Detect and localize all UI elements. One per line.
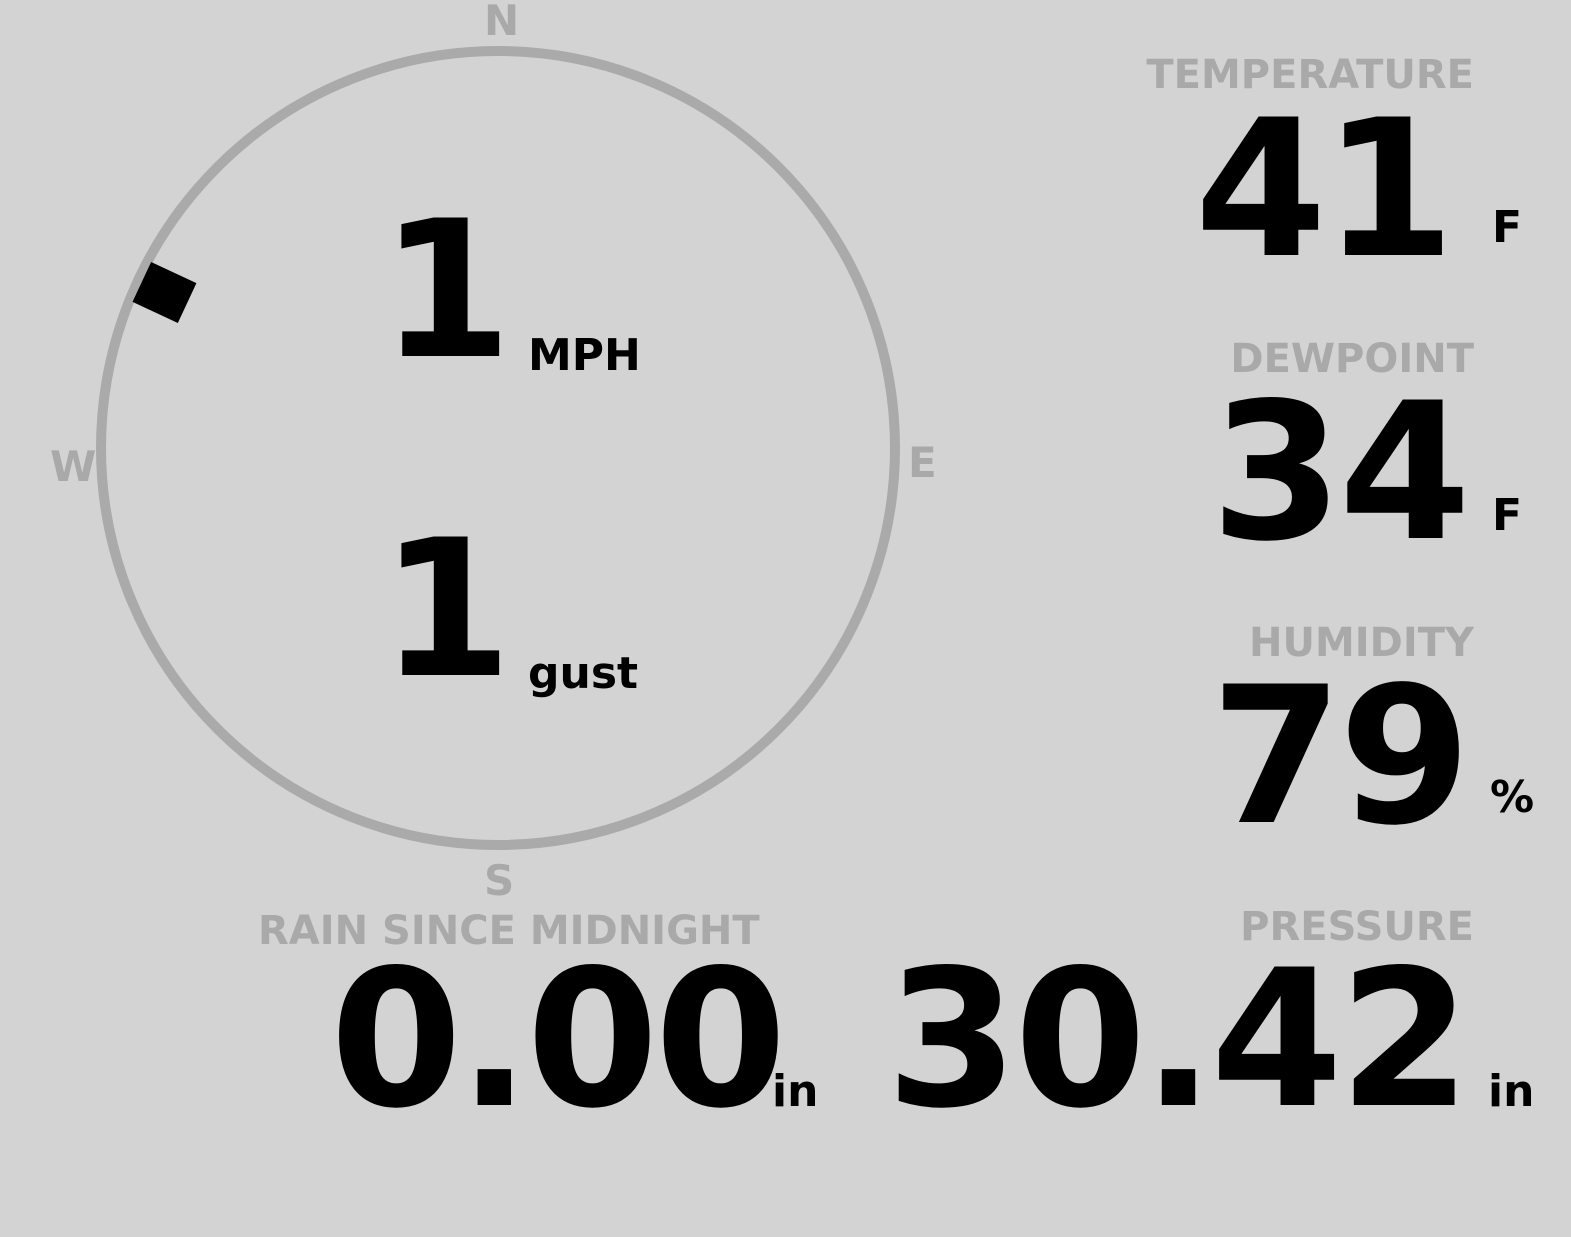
compass-south: S (484, 856, 515, 905)
wind-speed-value: 1 (380, 180, 512, 401)
compass-north: N (484, 0, 520, 45)
temperature-unit: F (1492, 202, 1523, 253)
pressure-label: PRESSURE (1240, 904, 1474, 950)
temperature-label: TEMPERATURE (1146, 52, 1474, 98)
humidity-label: HUMIDITY (1249, 620, 1474, 666)
rain-unit: in (772, 1066, 819, 1117)
rain-value: 0.00 (330, 929, 787, 1150)
compass-west: W (50, 442, 97, 491)
dewpoint-unit: F (1492, 490, 1523, 541)
pressure-unit: in (1488, 1066, 1535, 1117)
wind-direction-marker (132, 261, 197, 323)
temperature-value: 41 (1194, 79, 1455, 300)
wind-speed-unit: MPH (528, 330, 641, 381)
compass-east: E (908, 438, 937, 487)
wind-gust-value: 1 (380, 499, 512, 720)
pressure-value: 30.42 (886, 929, 1471, 1150)
humidity-unit: % (1490, 772, 1535, 823)
dewpoint-label: DEWPOINT (1230, 336, 1474, 382)
dewpoint-value: 34 (1210, 362, 1471, 583)
rain-label: RAIN SINCE MIDNIGHT (258, 908, 760, 954)
humidity-value: 79 (1210, 646, 1471, 867)
wind-gust-label: gust (528, 648, 639, 699)
compass-ring (96, 46, 900, 850)
